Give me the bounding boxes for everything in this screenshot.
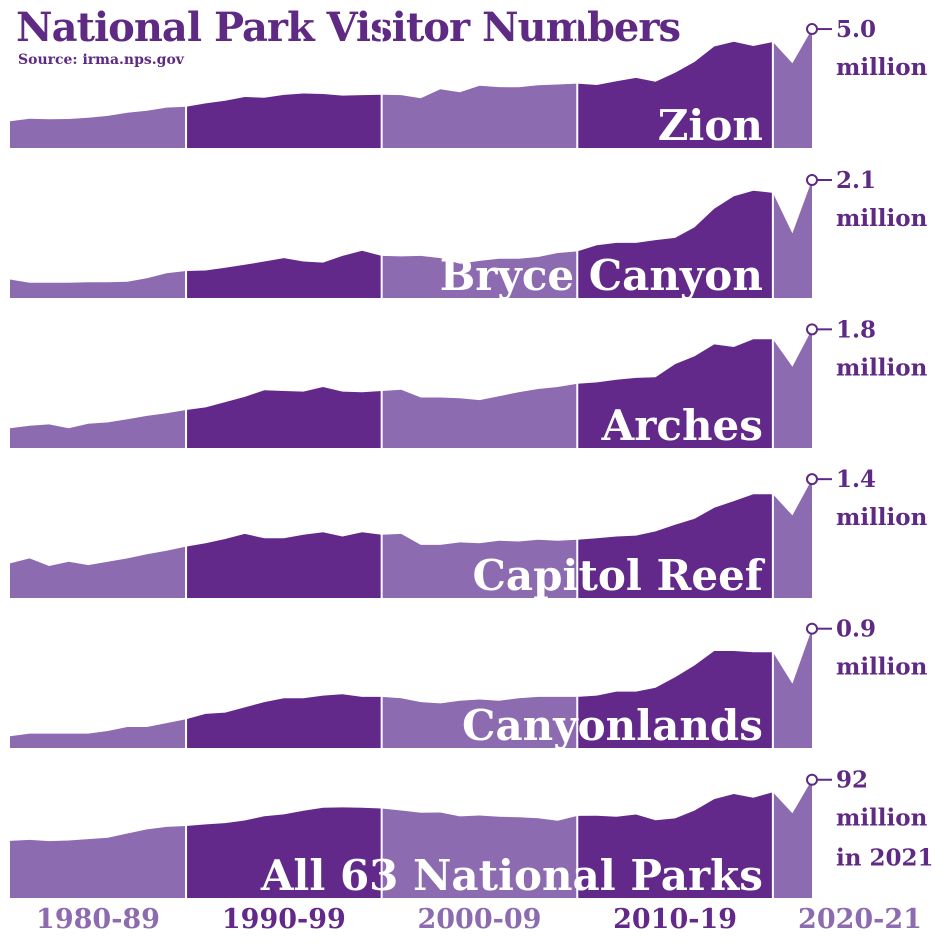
area-2000-09	[381, 808, 578, 898]
area-1990-99	[186, 694, 382, 748]
end-value-label: 0.9	[836, 616, 876, 643]
decade-label: 2020-21	[798, 904, 922, 935]
area-1980-89	[10, 719, 187, 748]
endpoint-marker	[806, 622, 818, 635]
park-name-label: Capitol Reef	[473, 551, 766, 600]
end-value-label: 1.4	[836, 466, 876, 493]
area-2020-21	[772, 29, 812, 148]
end-unit-label: million	[836, 504, 928, 531]
end-unit-label: million	[836, 54, 928, 81]
area-1980-89	[10, 825, 187, 898]
park-name-label: Bryce Canyon	[440, 251, 763, 300]
area-1990-99	[186, 807, 382, 898]
panel-arches: 1.8 million Arches	[10, 308, 928, 450]
decade-label: 2010-19	[613, 904, 737, 935]
area-1990-99	[186, 532, 382, 598]
area-2010-19	[577, 190, 773, 298]
area-2020-21	[772, 628, 812, 748]
endpoint-marker	[806, 773, 818, 786]
decade-label: 1980-89	[36, 904, 160, 935]
end-unit-label: in 2021	[836, 845, 933, 872]
panel-capitol-reef: 1.4 million Capitol Reef	[10, 458, 928, 600]
area-2010-19	[577, 41, 773, 148]
endpoint-marker	[806, 23, 818, 36]
end-unit-label: million	[836, 205, 928, 232]
area-2020-21	[772, 180, 812, 298]
end-value-label: 5.0	[836, 16, 876, 43]
decade-label: 2000-09	[417, 904, 541, 935]
decade-label: 1990-99	[222, 904, 346, 935]
area-2010-19	[577, 339, 773, 448]
area-1990-99	[186, 250, 382, 298]
endpoint-marker	[806, 473, 818, 486]
area-2010-19	[577, 651, 773, 748]
end-unit-label: million	[836, 354, 928, 381]
area-2020-21	[772, 329, 812, 448]
area-2020-21	[772, 479, 812, 598]
area-1990-99	[186, 387, 382, 448]
end-value-label: 92	[836, 767, 868, 794]
area-1980-89	[10, 270, 187, 298]
panel-bryce-canyon: 2.1 million Bryce Canyon	[10, 158, 928, 300]
source-note: Source: irma.nps.gov	[18, 52, 184, 68]
area-2000-09	[381, 251, 578, 298]
endpoint-marker	[806, 323, 818, 336]
park-name-label: Canyonlands	[462, 701, 763, 750]
endpoint-marker	[806, 174, 818, 186]
end-unit-label: million	[836, 805, 928, 832]
area-1980-89	[10, 106, 187, 148]
end-value-label: 1.8	[836, 316, 876, 343]
page-title: National Park Visitor Numbers	[16, 4, 681, 51]
end-value-label: 2.1	[836, 167, 876, 194]
park-name-label: Arches	[601, 401, 763, 450]
area-2000-09	[381, 533, 578, 598]
panel-canyonlands: 0.9 million Canyonlands	[10, 608, 928, 750]
area-1990-99	[186, 93, 382, 148]
park-name-label: All 63 National Parks	[260, 851, 763, 900]
area-2020-21	[772, 779, 812, 898]
area-2000-09	[381, 383, 578, 448]
area-2000-09	[381, 696, 578, 748]
end-unit-label: million	[836, 654, 928, 681]
area-2010-19	[577, 494, 773, 598]
park-name-label: Zion	[658, 101, 763, 150]
area-2010-19	[577, 792, 773, 898]
area-2000-09	[381, 83, 578, 148]
panel-zion: 5.0 million Zion	[10, 8, 928, 150]
panel-all-63-national-parks: 92 million in 2021 All 63 National Parks	[10, 758, 933, 900]
area-1980-89	[10, 546, 187, 598]
area-1980-89	[10, 409, 187, 448]
